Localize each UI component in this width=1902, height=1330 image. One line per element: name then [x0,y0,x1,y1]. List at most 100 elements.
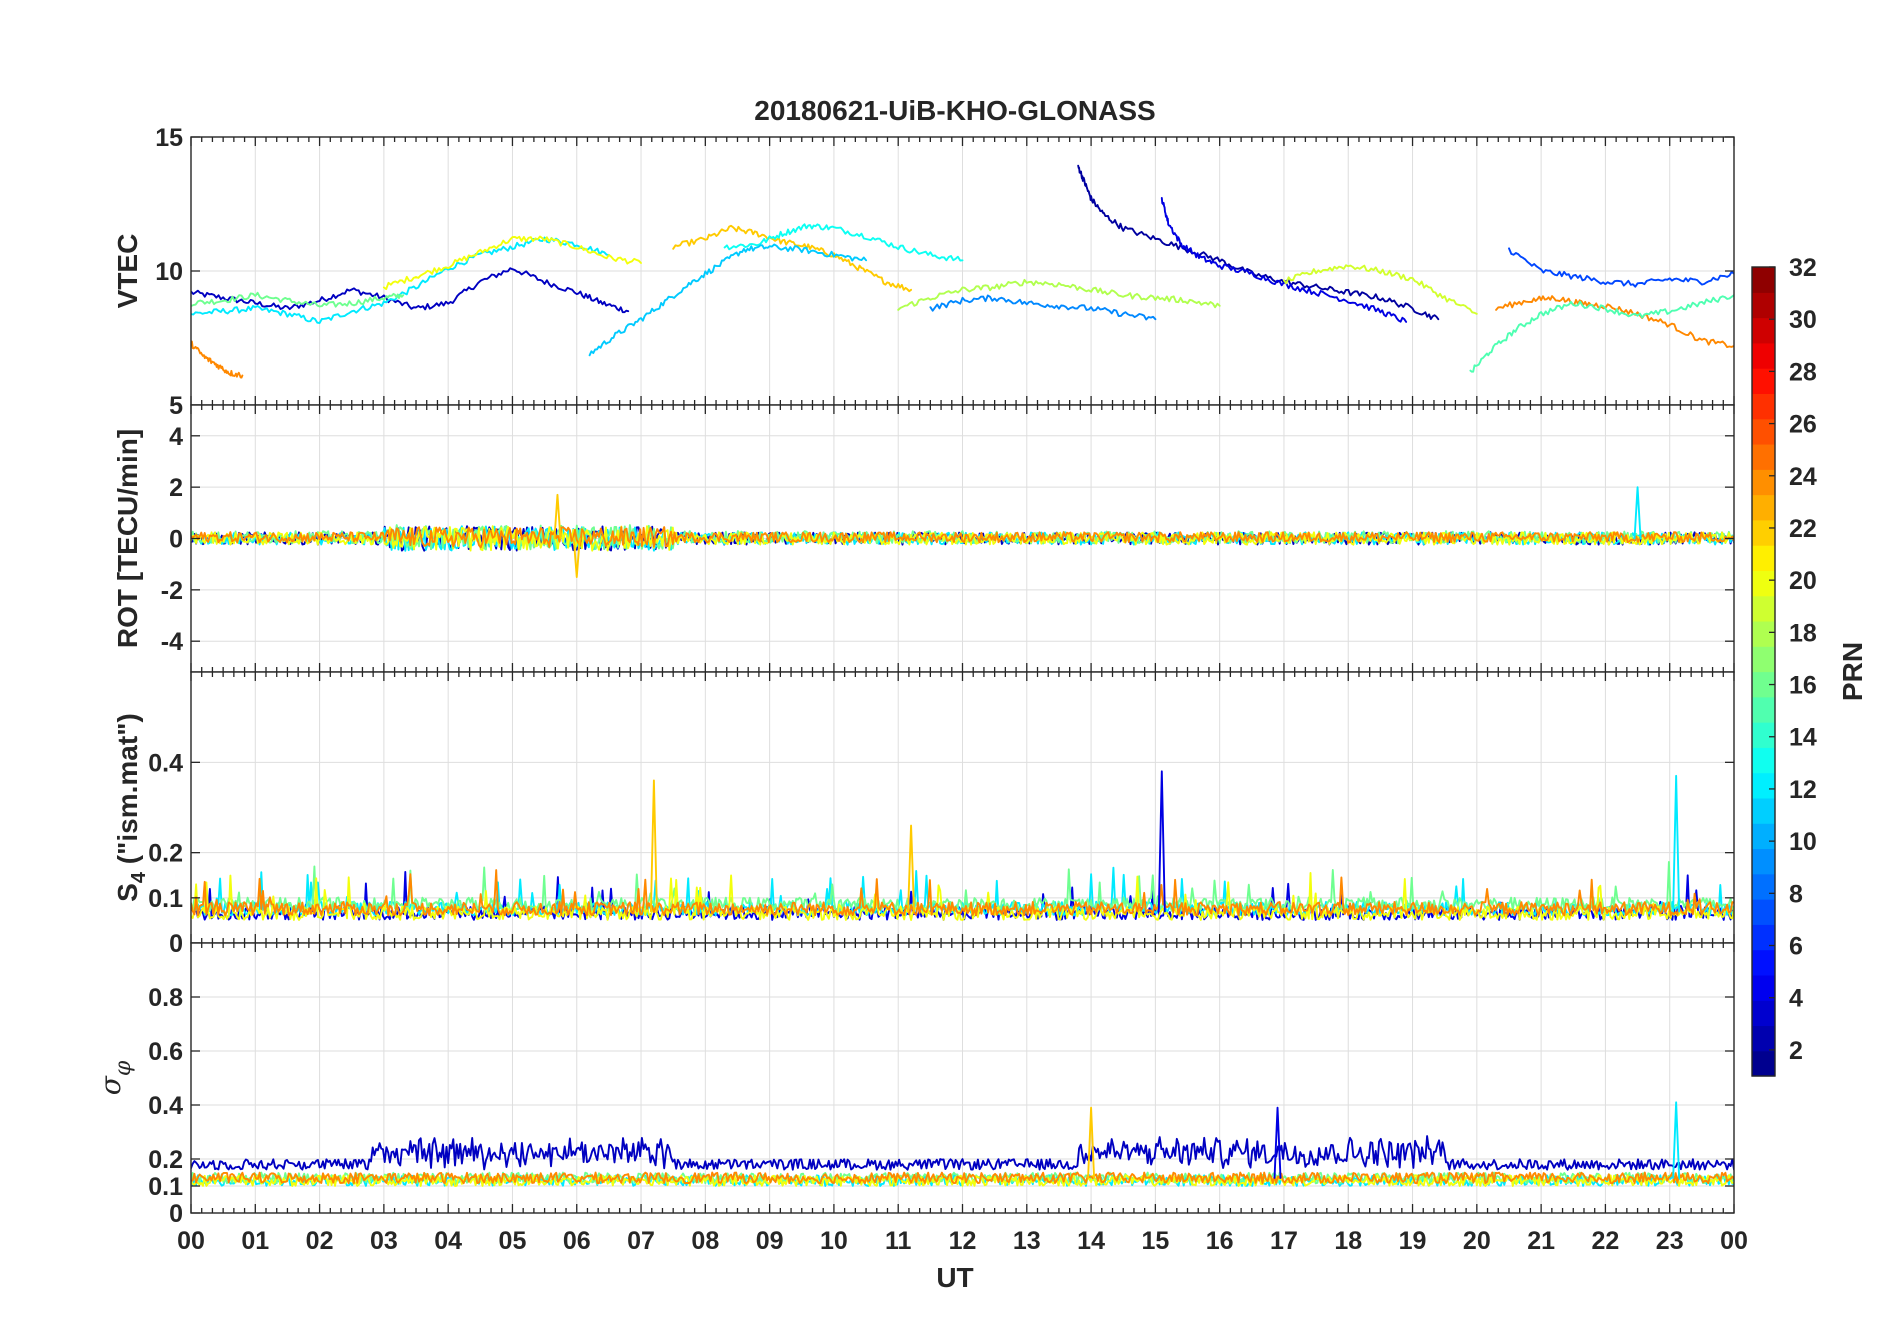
x-tick-label: 12 [949,1227,977,1255]
colorbar-segment [1752,747,1775,774]
y-tick-label: 15 [155,124,183,152]
y-tick-label: 0 [169,930,183,958]
x-tick-label: 01 [241,1227,269,1255]
x-tick-label: 00 [1720,1227,1748,1255]
colorbar-segment [1752,1050,1775,1077]
series-line-prn-4 [1160,196,1408,323]
y-tick-label: -2 [161,577,183,605]
colorbar-tick-label: 4 [1789,985,1803,1013]
colorbar-segment [1752,443,1775,470]
x-tick-label: 22 [1592,1227,1620,1255]
x-axis-ticks: 00 01 02 03 04 05 06 07 08 09 10 11 12 13 14 15 16 17 18 19… [177,1227,1748,1255]
series-line-prn-24 [191,869,1734,917]
series-line-prn-3 [191,267,630,314]
x-tick-label: 08 [691,1227,719,1255]
colorbar-tick-label: 8 [1789,880,1803,908]
series-line-prn-16 [191,291,405,308]
series-group [191,486,1734,578]
y-tick-label: 0.1 [148,885,183,913]
series-line-prn-13 [723,223,964,262]
colorbar-tick-label: 24 [1789,463,1817,491]
colorbar-segment [1752,848,1775,875]
colorbar-segment [1752,949,1775,976]
panel-sigma_phi: 00.10.2 0.4 0.6 0.8 σφ [94,942,1735,1228]
colorbar-frame [1751,266,1776,1077]
x-tick-label: 07 [627,1227,655,1255]
y-tick-label: 2 [169,474,183,502]
series-line-prn-24 [191,526,1734,549]
x-tick-label: 03 [370,1227,398,1255]
y-axis-label-vtec: VTEC [112,234,143,309]
colorbar-segment [1752,899,1775,925]
y-tick-label: 0.6 [148,1038,183,1066]
colorbar-tick-label: 26 [1789,411,1817,439]
y-tick-label: 10 [155,258,183,286]
y-tick-label: 0.1 [148,1173,183,1201]
colorbar-segment [1752,342,1775,369]
colorbar-tick-label: 6 [1789,933,1803,961]
colorbar-segment [1752,646,1775,673]
colorbar-segment [1752,393,1775,420]
x-tick-label: 06 [563,1227,591,1255]
series-group [191,1101,1734,1187]
series-peak [553,493,562,540]
y-tick-label: 0.8 [148,984,183,1012]
panel-rot: -4 -2 0 2 4 ROT [TECU/min] [112,404,1735,673]
colorbar-segment [1752,772,1775,799]
x-tick-label: 20 [1463,1227,1491,1255]
x-tick-label: 04 [434,1227,462,1255]
series-line-prn-19 [1283,264,1478,315]
x-tick-label: 18 [1334,1227,1362,1255]
series-peak [1672,1101,1681,1179]
colorbar-segment [1752,924,1775,951]
y-tick-label: 4 [169,423,183,451]
y-tick-label: 0.2 [148,840,183,868]
colorbar-tick-label: 14 [1789,724,1817,752]
y-tick-label: 0.4 [148,1092,183,1120]
y-tick-label: 0 [169,526,183,554]
colorbar-tick-label: 22 [1789,515,1817,543]
chart-title: 20180621-UiB-KHO-GLONASS [754,95,1155,126]
colorbar-tick-label: 30 [1789,306,1817,334]
colorbar-segment [1752,696,1775,723]
series-line-prn-20 [382,235,642,291]
colorbar-segment [1752,469,1775,496]
series-peak [572,537,581,578]
series-peak [1672,774,1681,913]
y-tick-label: 0.4 [148,749,183,777]
colorbar-tick-label: 18 [1789,619,1817,647]
series-line-prn-7 [1508,247,1734,288]
colorbar-tick-label: 12 [1789,776,1817,804]
x-tick-label: 19 [1399,1227,1427,1255]
series-group [191,164,1734,379]
x-tick-label: 10 [820,1227,848,1255]
series-peak [1633,486,1642,540]
x-tick-label: 02 [306,1227,334,1255]
series-peak [1273,1106,1282,1179]
x-tick-label: 15 [1141,1227,1169,1255]
y-tick-label: -4 [161,628,183,656]
colorbar-segment [1752,519,1775,546]
colorbar-segment [1752,620,1775,647]
x-tick-label: 05 [499,1227,527,1255]
panel-s4: 0 0.1 0.2 0.4S4 ("ism.mat") [112,671,1735,958]
colorbar-label: PRN [1837,642,1868,701]
x-tick-label: 09 [756,1227,784,1255]
colorbar-segment [1752,545,1775,571]
colorbar-segment [1752,974,1775,1001]
y-axis-label-rot: ROT [TECU/min] [112,429,143,648]
colorbar-segment [1752,722,1775,748]
x-tick-label: 13 [1013,1227,1041,1255]
x-tick-label: 23 [1656,1227,1684,1255]
colorbar-tick-label: 10 [1789,828,1817,856]
x-axis-label: UT [936,1262,973,1293]
colorbar-segment [1752,595,1775,622]
x-tick-label: 21 [1527,1227,1555,1255]
colorbar-segment [1752,797,1775,824]
series-line-prn-9 [929,294,1157,321]
colorbar-segment [1752,823,1775,850]
series-peak [1157,770,1166,913]
series-group [191,770,1734,921]
